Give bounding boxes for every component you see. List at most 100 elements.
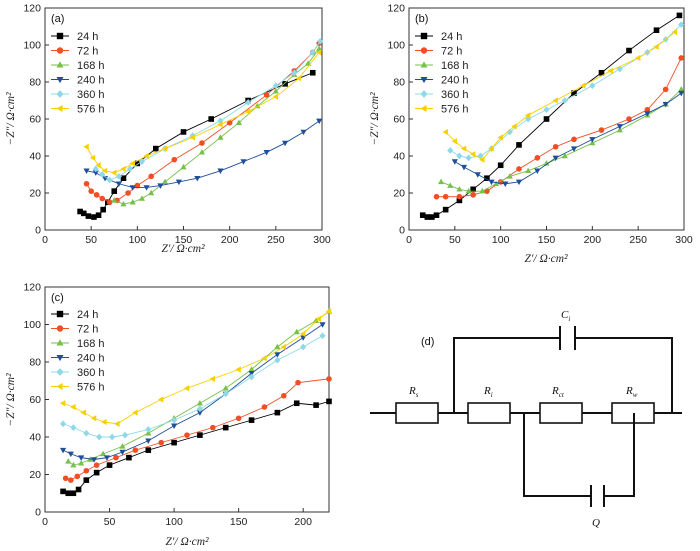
- data-point-576h: [316, 49, 322, 56]
- series-line-360h: [95, 41, 321, 181]
- legend-marker: [56, 90, 64, 98]
- label-ci: Ci: [561, 309, 570, 323]
- data-point-576h: [129, 160, 135, 167]
- data-point-576h: [451, 138, 458, 145]
- data-point-24h: [470, 186, 476, 193]
- legend-label: 168 h: [441, 60, 469, 72]
- data-point-72h: [261, 404, 268, 410]
- y-tick-label: 100: [23, 40, 41, 52]
- data-point-240h: [316, 118, 323, 125]
- data-point-360h: [543, 106, 550, 114]
- data-point-576h: [511, 123, 517, 130]
- wire: [604, 413, 635, 497]
- legend-marker: [420, 104, 427, 113]
- y-tick-label: 40: [393, 151, 405, 163]
- data-point-72h: [644, 106, 651, 113]
- x-tick-label: 100: [129, 234, 147, 246]
- legend-label: 360 h: [441, 89, 469, 101]
- data-point-360h: [465, 154, 472, 162]
- data-point-576h: [653, 43, 659, 50]
- y-axis-label-a: −Z″/ Ω·cm²: [5, 92, 17, 146]
- data-point-576h: [460, 145, 467, 152]
- data-point-360h: [589, 82, 596, 90]
- x-axis-label-b: Z′/ Ω·cm²: [524, 253, 568, 265]
- data-point-576h: [189, 134, 195, 141]
- data-point-576h: [315, 315, 321, 322]
- data-point-24h: [145, 447, 152, 453]
- data-point-72h: [158, 439, 164, 446]
- data-point-576h: [272, 93, 279, 100]
- data-point-240h: [451, 159, 458, 165]
- data-point-168h: [65, 458, 72, 464]
- x-tick-label: 50: [85, 234, 97, 246]
- data-point-72h: [62, 475, 69, 482]
- data-point-24h: [120, 175, 127, 181]
- x-tick-label: 150: [175, 234, 193, 246]
- data-point-240h: [515, 179, 523, 186]
- series-marks-a: [77, 37, 324, 220]
- data-point-360h: [456, 152, 463, 160]
- data-point-24h: [442, 206, 449, 213]
- data-point-72h: [113, 454, 119, 461]
- data-point-576h: [90, 415, 97, 422]
- data-point-360h: [106, 176, 113, 184]
- x-tick-label: 150: [230, 516, 248, 528]
- data-point-24h: [70, 490, 77, 497]
- axis-ticks-b: 0 50 100 150 200 250 300 0 20 40 60 80 100 120: [387, 3, 692, 247]
- legend-a: 24 h 72 h 168 h 240 h 360 h 576 h: [51, 31, 105, 116]
- chart-panel-b: (b) 0 50 100 150 200 250 300 0 20 40 60 80 100 120 24…: [369, 3, 693, 266]
- data-point-576h: [114, 420, 120, 427]
- axis-ticks-c: 0 50 100 150 200 0 20 40 60 80 100 120: [23, 282, 312, 529]
- data-point-72h: [326, 376, 332, 382]
- data-point-360h: [561, 97, 568, 104]
- legend-label: 24 h: [77, 309, 98, 321]
- data-point-24h: [111, 188, 118, 194]
- data-point-168h: [119, 443, 126, 449]
- y-tick-label: 20: [29, 188, 41, 200]
- data-point-168h: [235, 119, 242, 125]
- label-rct: Rct: [551, 385, 565, 399]
- data-point-24h: [75, 486, 82, 493]
- data-point-240h: [644, 111, 651, 117]
- data-point-24h: [653, 27, 660, 33]
- x-tick-label: 250: [267, 234, 285, 246]
- series-line-72h: [436, 57, 682, 198]
- data-point-576h: [280, 343, 287, 351]
- data-point-72h: [148, 173, 154, 180]
- legend-label: 168 h: [77, 338, 105, 350]
- data-point-24h: [91, 214, 97, 220]
- data-point-168h: [196, 400, 203, 406]
- y-tick-label: 80: [29, 357, 41, 369]
- data-point-240h: [281, 140, 289, 147]
- data-point-24h: [95, 212, 102, 218]
- x-axis-label-c: Z′/ Ω·cm²: [165, 536, 209, 548]
- data-point-24h: [208, 116, 214, 122]
- data-point-168h: [447, 182, 454, 188]
- y-tick-label: 100: [23, 319, 41, 331]
- data-point-168h: [272, 88, 279, 94]
- data-point-72h: [184, 432, 190, 438]
- data-point-576h: [607, 67, 613, 74]
- series-line-72h: [65, 378, 330, 481]
- data-point-576h: [442, 128, 448, 136]
- data-point-360h: [126, 165, 134, 173]
- panel-label-a: (a): [51, 13, 64, 25]
- data-point-72h: [281, 392, 287, 399]
- data-point-576h: [634, 54, 641, 62]
- data-point-240h: [59, 447, 67, 454]
- data-point-24h: [497, 162, 504, 169]
- data-point-168h: [479, 187, 486, 194]
- data-point-168h: [293, 328, 300, 335]
- data-point-576h: [143, 152, 149, 160]
- label-q: Q: [592, 517, 600, 529]
- data-point-72h: [93, 462, 100, 468]
- data-point-72h: [88, 188, 94, 194]
- data-point-360h: [245, 98, 252, 106]
- data-point-168h: [456, 186, 463, 192]
- data-point-240h: [83, 168, 90, 175]
- data-point-360h: [248, 373, 255, 381]
- x-tick-label: 250: [629, 234, 647, 246]
- data-point-240h: [552, 155, 559, 162]
- legend-c: 24 h 72 h 168 h 240 h 360 h 576 h: [51, 309, 105, 394]
